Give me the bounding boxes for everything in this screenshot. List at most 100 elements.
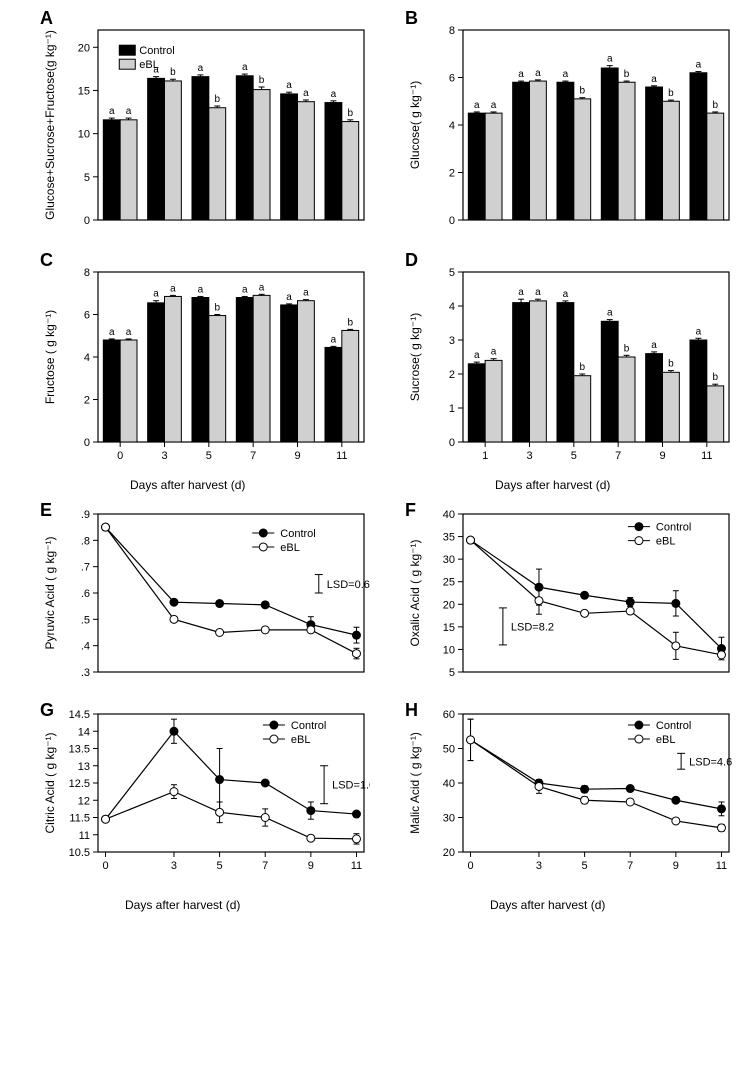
- svg-text:15: 15: [78, 85, 90, 97]
- panel-a-chart: 05101520Glucose+Sucrose+Fructose(g kg⁻¹)…: [40, 8, 370, 228]
- svg-text:2: 2: [84, 395, 90, 407]
- svg-text:b: b: [347, 108, 353, 119]
- svg-text:.6: .6: [81, 588, 90, 600]
- svg-text:a: a: [563, 69, 569, 80]
- svg-text:b: b: [214, 303, 220, 314]
- svg-text:Oxalic Acid ( g kg⁻¹): Oxalic Acid ( g kg⁻¹): [408, 539, 422, 646]
- svg-text:2: 2: [449, 369, 455, 381]
- svg-text:11: 11: [336, 450, 347, 462]
- svg-text:9: 9: [308, 860, 314, 872]
- svg-text:a: a: [518, 69, 524, 80]
- svg-text:3: 3: [526, 450, 532, 462]
- svg-text:13.5: 13.5: [69, 744, 90, 756]
- svg-text:a: a: [651, 74, 657, 85]
- svg-text:5: 5: [217, 860, 223, 872]
- svg-text:b: b: [624, 343, 630, 354]
- svg-text:a: a: [696, 326, 702, 337]
- svg-text:3: 3: [171, 860, 177, 872]
- svg-text:10: 10: [78, 129, 90, 141]
- svg-text:a: a: [259, 282, 265, 293]
- svg-text:.7: .7: [81, 562, 90, 574]
- svg-text:30: 30: [443, 813, 455, 825]
- svg-text:Pyruvic Acid ( g kg⁻¹): Pyruvic Acid ( g kg⁻¹): [43, 536, 57, 649]
- svg-text:b: b: [712, 372, 718, 383]
- svg-text:eBL: eBL: [656, 536, 676, 548]
- svg-text:35: 35: [443, 532, 455, 544]
- svg-text:Control: Control: [280, 528, 315, 540]
- x-label-bar-right: Days after harvest (d): [495, 478, 610, 492]
- svg-text:Control: Control: [139, 45, 174, 57]
- svg-text:Malic Acid ( g kg⁻¹): Malic Acid ( g kg⁻¹): [408, 732, 422, 834]
- svg-text:7: 7: [615, 450, 621, 462]
- svg-text:a: a: [126, 327, 132, 338]
- svg-text:a: a: [198, 63, 204, 74]
- svg-text:eBL: eBL: [656, 734, 676, 746]
- svg-text:a: a: [109, 106, 115, 117]
- svg-text:12: 12: [78, 795, 90, 807]
- svg-text:Citric Acid ( g kg⁻¹): Citric Acid ( g kg⁻¹): [43, 732, 57, 833]
- svg-text:12.5: 12.5: [69, 778, 90, 790]
- svg-text:a: a: [170, 283, 176, 294]
- panel-b-chart: 02468Glucose( g kg⁻¹)aaaaabababab: [405, 8, 735, 228]
- svg-text:9: 9: [659, 450, 665, 462]
- svg-text:50: 50: [443, 744, 455, 756]
- svg-text:a: a: [153, 289, 159, 300]
- svg-text:40: 40: [443, 509, 455, 521]
- svg-text:a: a: [331, 334, 337, 345]
- svg-text:3: 3: [161, 450, 167, 462]
- svg-text:30: 30: [443, 554, 455, 566]
- panel-g-chart: 10.51111.51212.51313.51414.5Citric Acid …: [40, 700, 370, 880]
- svg-text:LSD=8.2: LSD=8.2: [511, 621, 554, 633]
- panel-c-chart: 02468Fructose ( g kg⁻¹)aa0aa3ab5aa7aa9ab…: [40, 250, 370, 470]
- svg-text:a: a: [651, 340, 657, 351]
- svg-text:.3: .3: [81, 667, 90, 679]
- svg-text:a: a: [242, 62, 248, 73]
- svg-text:11: 11: [716, 860, 727, 872]
- svg-text:5: 5: [206, 450, 212, 462]
- svg-text:a: a: [303, 88, 309, 99]
- svg-text:eBL: eBL: [291, 734, 311, 746]
- svg-text:b: b: [259, 75, 265, 86]
- svg-text:9: 9: [294, 450, 300, 462]
- svg-text:b: b: [668, 359, 674, 370]
- svg-text:a: a: [518, 287, 524, 298]
- svg-text:0: 0: [84, 437, 90, 449]
- svg-text:a: a: [563, 289, 569, 300]
- svg-text:Sucrose( g kg⁻¹): Sucrose( g kg⁻¹): [408, 313, 422, 401]
- panel-d-chart: 012345Sucrose( g kg⁻¹)aa1aa3ab5ab7ab9ab1…: [405, 250, 735, 470]
- svg-text:eBL: eBL: [139, 59, 159, 71]
- svg-text:a: a: [607, 308, 613, 319]
- svg-text:Control: Control: [291, 720, 326, 732]
- svg-text:b: b: [668, 88, 674, 99]
- svg-text:4: 4: [84, 352, 90, 364]
- svg-text:a: a: [474, 350, 480, 361]
- svg-text:8: 8: [84, 267, 90, 279]
- svg-text:Fructose ( g kg⁻¹): Fructose ( g kg⁻¹): [43, 310, 57, 404]
- svg-text:20: 20: [443, 599, 455, 611]
- svg-text:7: 7: [627, 860, 633, 872]
- svg-text:25: 25: [443, 577, 455, 589]
- svg-text:14.5: 14.5: [69, 709, 90, 721]
- x-label-bar-left: Days after harvest (d): [130, 478, 245, 492]
- svg-text:11: 11: [79, 830, 90, 842]
- svg-text:6: 6: [84, 310, 90, 322]
- svg-text:a: a: [607, 54, 613, 65]
- svg-text:a: a: [491, 347, 497, 358]
- svg-text:b: b: [579, 362, 585, 373]
- svg-text:0: 0: [467, 860, 473, 872]
- svg-text:Control: Control: [656, 720, 691, 732]
- svg-text:10: 10: [443, 644, 455, 656]
- svg-text:5: 5: [571, 450, 577, 462]
- svg-text:a: a: [331, 89, 337, 100]
- svg-text:20: 20: [443, 847, 455, 859]
- svg-text:5: 5: [84, 172, 90, 184]
- svg-text:5: 5: [449, 267, 455, 279]
- svg-text:a: a: [535, 287, 541, 298]
- svg-text:b: b: [170, 67, 176, 78]
- svg-text:11.5: 11.5: [69, 813, 90, 825]
- svg-text:Glucose+Sucrose+Fructose(g kg⁻: Glucose+Sucrose+Fructose(g kg⁻¹): [43, 30, 57, 220]
- svg-text:40: 40: [443, 778, 455, 790]
- svg-text:3: 3: [536, 860, 542, 872]
- svg-text:a: a: [303, 288, 309, 299]
- svg-text:4: 4: [449, 301, 455, 313]
